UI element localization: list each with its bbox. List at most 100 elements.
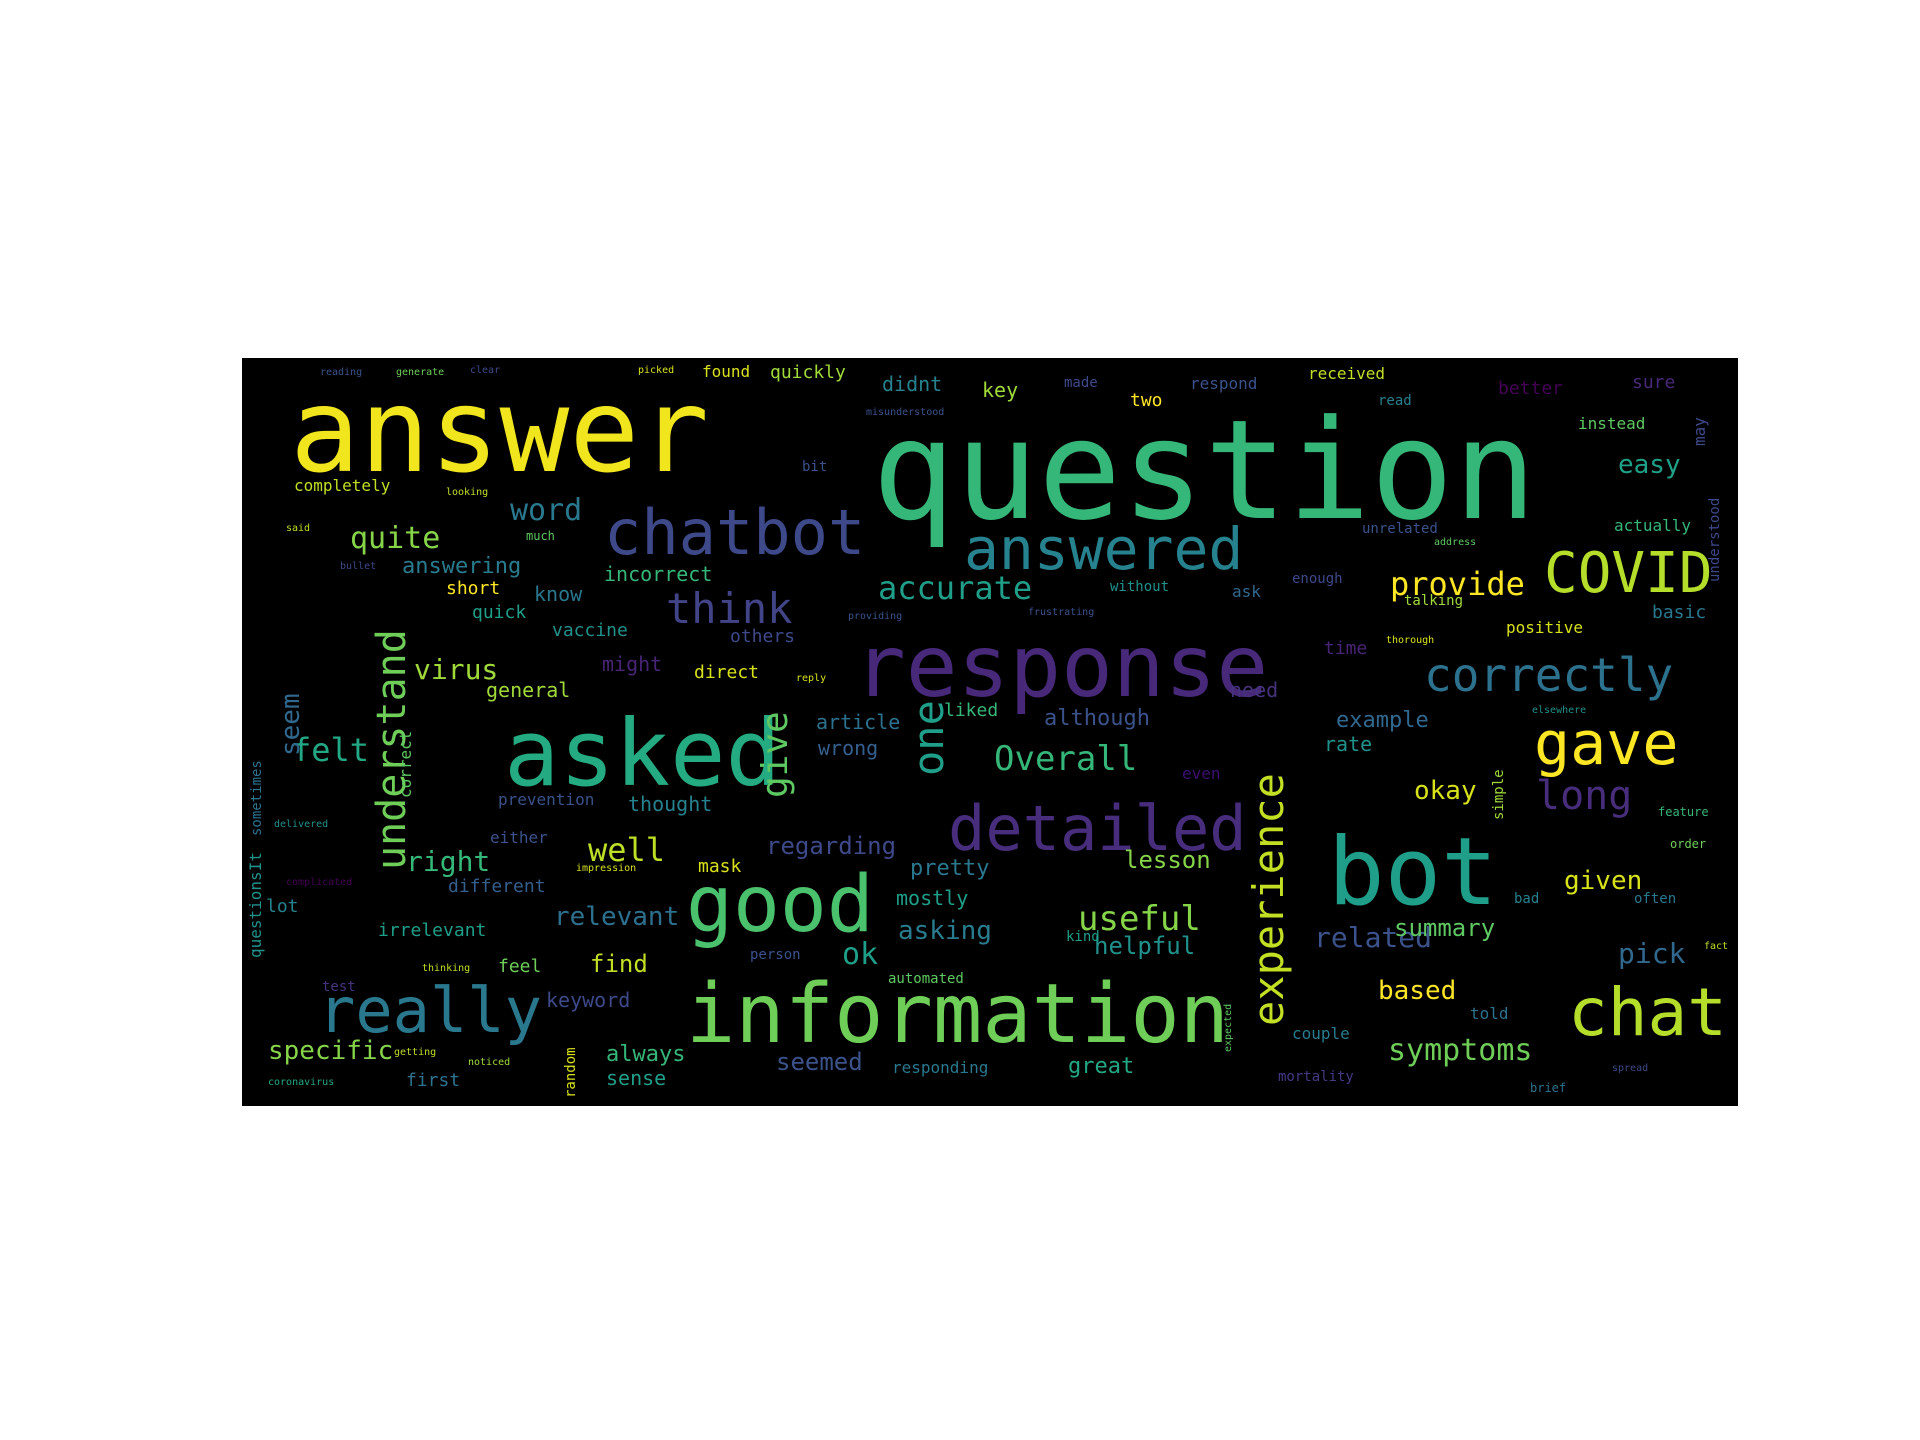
cloud-word: article [816,710,901,734]
cloud-word: summary [1394,914,1496,942]
cloud-word: easy [1618,450,1681,480]
cloud-word: even [1182,764,1221,783]
cloud-word: given [1564,866,1643,896]
cloud-word: feel [498,956,542,977]
cloud-word: frustrating [1028,607,1095,618]
cloud-word: either [490,828,548,847]
cloud-word: experience [1244,773,1293,1026]
cloud-word: asked [504,700,781,807]
cloud-word: expected [1223,1003,1234,1052]
cloud-word: although [1044,706,1150,731]
cloud-word: question [872,390,1537,551]
cloud-word: sure [1632,372,1676,393]
cloud-word: correctly [1424,648,1674,702]
cloud-word: useful [1078,899,1201,939]
cloud-word: rate [1324,732,1373,756]
cloud-word: others [730,626,796,647]
cloud-word: really [318,974,542,1047]
cloud-word: mostly [896,886,969,910]
cloud-word: chatbot [604,496,866,569]
cloud-word: key [982,378,1019,402]
cloud-word: instead [1578,414,1646,433]
cloud-word: felt [292,731,370,769]
cloud-word: positive [1506,618,1584,637]
cloud-word: relevant [554,902,680,932]
cloud-word: lot [266,896,299,917]
cloud-word: quite [350,521,441,556]
cloud-word: noticed [468,1057,511,1068]
cloud-word: kind [1066,929,1100,945]
cloud-word: sense [606,1066,667,1090]
cloud-word: questionsIt [246,852,265,958]
cloud-word: simple [1491,769,1507,820]
cloud-word: bullet [340,561,377,572]
cloud-word: information [686,967,1230,1062]
cloud-word: thought [628,792,713,816]
cloud-word: complicated [286,877,353,888]
cloud-word: Overall [994,739,1138,779]
cloud-word: keyword [546,988,631,1012]
cloud-word: give [755,711,796,798]
cloud-word: generate [396,367,445,378]
cloud-word: short [446,578,501,599]
cloud-word: bad [1514,891,1540,907]
cloud-word: liked [944,700,999,721]
cloud-word: word [510,493,583,528]
cloud-word: related [1314,921,1433,954]
cloud-word: lesson [1124,846,1211,874]
cloud-word: think [666,584,793,633]
cloud-word: pretty [910,856,990,881]
cloud-word: time [1324,638,1368,659]
cloud-word: vaccine [552,620,628,641]
cloud-word: without [1110,579,1170,595]
cloud-word: quickly [770,362,846,383]
cloud-word: answering [402,554,522,579]
cloud-word: misunderstood [866,407,945,418]
cloud-word: helpful [1094,932,1196,960]
cloud-word: different [448,876,546,897]
cloud-word: sometimes [249,760,265,836]
cloud-word: random [563,1047,579,1098]
cloud-word: long [1536,773,1633,819]
cloud-word: well [588,831,666,869]
cloud-word: read [1378,393,1412,409]
cloud-word: general [486,678,571,702]
cloud-word: irrelevant [378,920,487,941]
cloud-word: seemed [776,1048,863,1076]
cloud-word: looking [446,487,489,498]
cloud-word: told [1470,1004,1509,1023]
cloud-word: much [526,529,555,543]
cloud-word: need [1230,678,1279,702]
cloud-word: delivered [274,819,329,830]
cloud-word: respond [1190,374,1258,393]
cloud-word: actually [1614,516,1692,535]
cloud-word: two [1130,390,1163,411]
cloud-word: impression [576,863,637,874]
cloud-word: better [1498,378,1564,399]
cloud-word: clear [470,365,501,376]
cloud-word: reading [320,367,363,378]
cloud-word: COVID [1544,541,1713,606]
cloud-word: automated [888,971,964,987]
cloud-word: answer [290,364,710,499]
cloud-word: asking [898,916,992,946]
cloud-word: example [1336,708,1429,733]
cloud-word: regarding [766,832,897,860]
cloud-word: fact [1704,941,1729,952]
cloud-word: mask [698,856,742,877]
cloud-word: spread [1612,1063,1649,1074]
cloud-word: okay [1414,776,1477,806]
cloud-word: couple [1292,1024,1350,1043]
cloud-word: often [1634,891,1677,907]
cloud-word: accurate [878,569,1033,607]
cloud-word: test [322,979,356,995]
cloud-word: didnt [882,372,943,396]
cloud-word: feature [1658,805,1709,819]
cloud-word: ask [1232,582,1261,601]
cloud-word: virus [414,653,499,686]
cloud-word: unrelated [1362,521,1438,537]
cloud-word: might [602,652,663,676]
cloud-word: seem [276,693,306,756]
cloud-word: thinking [422,963,471,974]
cloud-word: thorough [1386,635,1435,646]
